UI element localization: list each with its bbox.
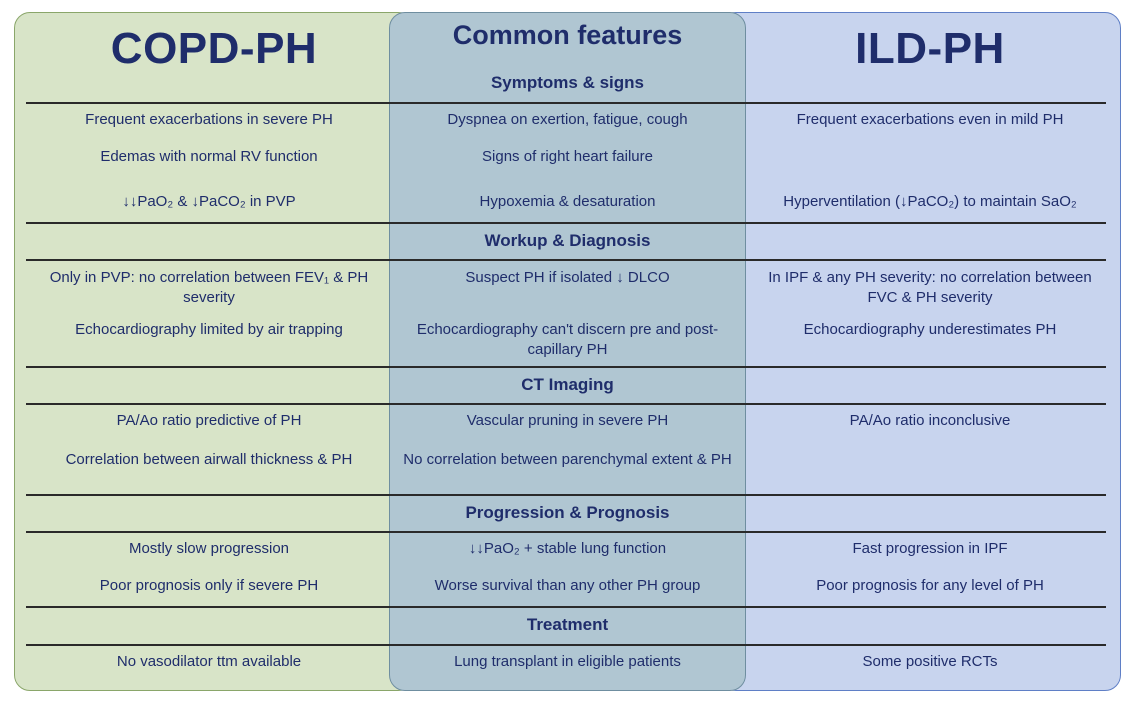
divider [26,531,1106,533]
cell-middle: Echocardiography can't discern pre and p… [416,321,719,358]
cell-left: Poor prognosis only if severe PH [99,577,319,594]
copd-ph-title: COPD-PH [110,24,318,73]
cell-middle: No correlation between parenchymal exten… [403,451,732,468]
cell-left: PA/Ao ratio predictive of PH [116,412,302,429]
divider [26,403,1106,405]
section-title-ct-imaging: CT Imaging [521,375,614,394]
cell-left: Correlation between airwall thickness & … [65,451,353,468]
common-features-column [389,12,746,691]
divider [26,366,1106,368]
cell-middle: ↓↓PaO₂ + stable lung function [468,540,667,557]
cell-middle: Dyspnea on exertion, fatigue, cough [447,111,688,128]
divider [26,644,1106,646]
section-title-workup: Workup & Diagnosis [484,231,651,250]
cell-left: ↓↓PaO₂ & ↓PaCO₂ in PVP [122,193,296,210]
cell-right: In IPF & any PH severity: no correlation… [768,269,1092,306]
cell-left: Frequent exacerbations in severe PH [85,111,333,128]
ild-ph-column [720,12,1121,691]
common-features-title: Common features [452,20,683,50]
cell-right: Hyperventilation (↓PaCO₂) to maintain Sa… [783,193,1077,210]
divider [26,606,1106,608]
cell-left: Edemas with normal RV function [100,148,318,165]
cell-middle: Vascular pruning in severe PH [466,412,669,429]
cell-left: No vasodilator ttm available [116,653,302,670]
cell-right: Some positive RCTs [862,653,998,670]
cell-left: Only in PVP: no correlation between FEV₁… [49,269,369,306]
divider [26,259,1106,261]
divider [26,222,1106,224]
cell-right: Fast progression in IPF [852,540,1008,557]
cell-middle: Worse survival than any other PH group [434,577,701,594]
cell-right: Echocardiography underestimates PH [803,321,1057,338]
divider [26,494,1106,496]
cell-right: Poor prognosis for any level of PH [816,577,1044,594]
section-title-progression: Progression & Prognosis [465,503,670,522]
section-title-treatment: Treatment [526,615,609,634]
cell-middle: Lung transplant in eligible patients [454,653,681,670]
cell-right: PA/Ao ratio inconclusive [849,412,1011,429]
copd-ph-column [14,12,414,691]
ild-ph-title: ILD-PH [855,24,1005,73]
cell-left: Echocardiography limited by air trapping [75,321,343,338]
divider [26,102,1106,104]
section-title-symptoms: Symptoms & signs [490,73,645,92]
cell-right: Frequent exacerbations even in mild PH [796,111,1064,128]
cell-middle: Hypoxemia & desaturation [479,193,656,210]
cell-left: Mostly slow progression [128,540,290,557]
cell-middle: Suspect PH if isolated ↓ DLCO [465,269,670,286]
cell-middle: Signs of right heart failure [482,148,653,165]
